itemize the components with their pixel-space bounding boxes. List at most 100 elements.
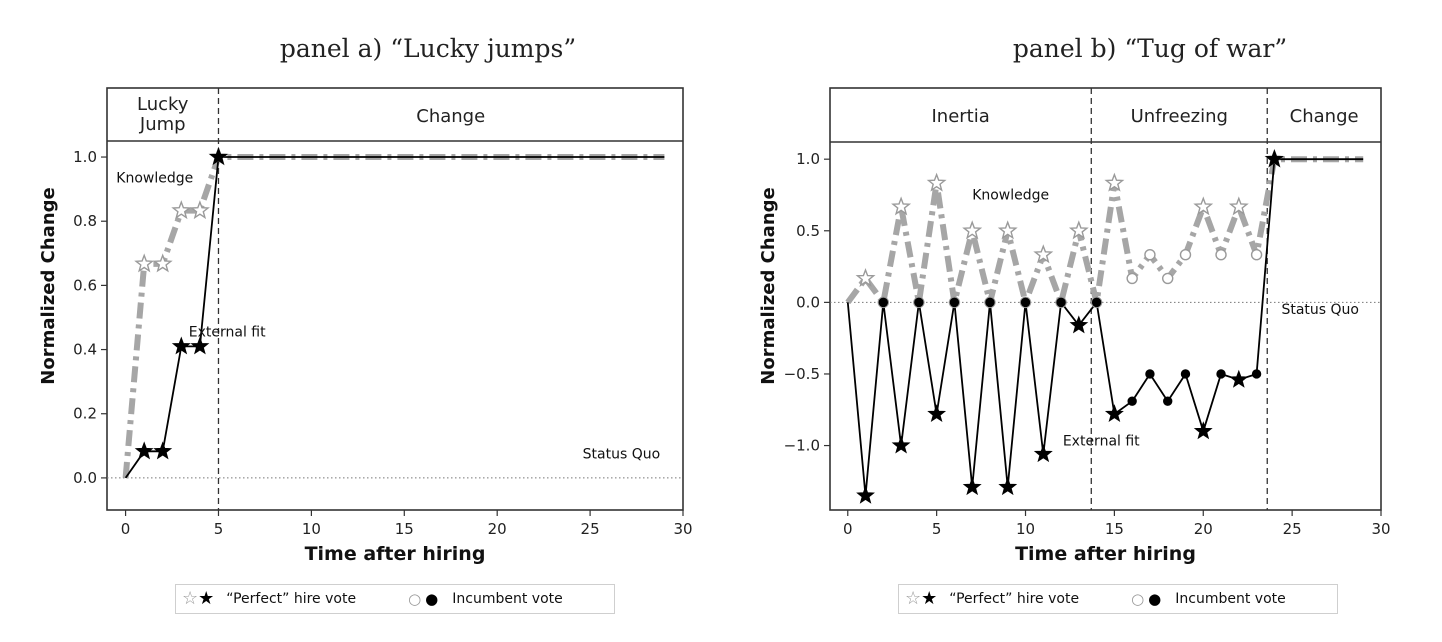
data-point-star (962, 477, 982, 496)
data-point-star (1033, 244, 1054, 264)
phase-label: Unfreezing (1131, 106, 1228, 127)
data-point-circle (878, 297, 889, 308)
annotation-label: External fit (189, 325, 266, 341)
data-point-star (1229, 369, 1249, 388)
plot-frame (106, 87, 684, 511)
plot-frame (829, 87, 1382, 511)
x-tick-label: 20 (1194, 520, 1213, 538)
series-line-external-fit (124, 156, 665, 479)
x-tick-label: 25 (581, 520, 600, 538)
data-point-star (134, 441, 154, 460)
hollow-star-icon: ☆ (905, 588, 922, 609)
data-point-circle (1162, 272, 1174, 285)
phase-label-line: Lucky (137, 94, 189, 115)
data-point-star (153, 441, 173, 460)
y-tick-label: 0.0 (796, 293, 820, 311)
filled-circle-icon: ● (1148, 590, 1162, 608)
y-tick-label: 1.0 (73, 148, 97, 166)
data-point-star (856, 485, 875, 504)
legend-incumbent: ○ ● Incumbent vote (1131, 590, 1286, 608)
phase-label-line: Unfreezing (1131, 106, 1228, 127)
legend-incumbent-label: Incumbent vote (452, 591, 563, 607)
phase-label-line: Inertia (931, 106, 989, 127)
x-tick-label: 10 (302, 520, 321, 538)
data-point-circle (1145, 369, 1155, 379)
data-point-circle (1215, 248, 1227, 261)
data-point-star (1228, 196, 1249, 216)
phase-label: Change (1290, 106, 1359, 127)
data-point-star (152, 253, 173, 273)
data-point-circle (914, 297, 924, 308)
data-point-circle (1179, 248, 1192, 261)
x-axis-label: Time after hiring (1015, 543, 1196, 565)
data-point-star (209, 147, 228, 166)
data-point-circle (1056, 297, 1066, 308)
annotation-label: Knowledge (116, 171, 193, 187)
x-axis-label: Time after hiring (305, 543, 486, 565)
y-tick-label: −0.5 (784, 365, 820, 383)
data-point-circle (1144, 248, 1156, 261)
phase-label: Inertia (931, 106, 989, 127)
x-tick-label: 15 (395, 520, 414, 538)
x-tick-label: 30 (673, 520, 692, 538)
y-tick-label: 0.2 (73, 405, 97, 423)
x-tick-label: 20 (488, 520, 507, 538)
data-point-circle (949, 297, 960, 308)
annotation-label: Status Quo (583, 447, 661, 463)
x-tick-label: 10 (1016, 520, 1035, 538)
data-point-circle (1180, 369, 1191, 379)
data-point-circle (1127, 396, 1137, 406)
hollow-circle-icon: ○ (408, 590, 422, 608)
y-axis-label: Normalized Change (758, 187, 779, 384)
legend-incumbent: ○ ● Incumbent vote (408, 590, 563, 608)
x-tick-label: 5 (932, 520, 942, 538)
y-axis-label: Normalized Change (38, 187, 59, 384)
legend-incumbent-label: Incumbent vote (1175, 591, 1286, 607)
data-point-circle (1216, 369, 1226, 379)
data-point-star (1068, 220, 1089, 240)
phase-label-line: Change (416, 106, 485, 127)
annotation-label: External fit (1063, 434, 1140, 450)
data-point-circle (1091, 297, 1102, 308)
hollow-star-icon: ☆ (182, 588, 199, 609)
y-tick-label: −1.0 (784, 437, 820, 455)
panel-a-title: panel a) “Lucky jumps” (279, 34, 577, 63)
legend-perfect-label: “Perfect” hire vote (226, 591, 357, 607)
data-point-star (1104, 404, 1124, 423)
data-point-star (997, 220, 1018, 240)
x-tick-label: 0 (121, 520, 131, 538)
annotation-label: Status Quo (1281, 302, 1359, 318)
panel-b-legend: ☆ ★ “Perfect” hire vote ○ ● Incumbent vo… (898, 584, 1338, 614)
data-point-star (891, 435, 911, 454)
data-point-circle (1251, 369, 1262, 379)
data-point-star (1069, 315, 1089, 334)
annotation-label: Knowledge (972, 187, 1049, 203)
data-point-star (891, 196, 912, 216)
data-point-star (1193, 421, 1213, 440)
x-tick-label: 30 (1371, 520, 1390, 538)
phase-label: Lucky Jump (137, 94, 189, 135)
data-point-star (171, 336, 191, 355)
y-tick-label: 0.6 (73, 276, 97, 294)
data-point-star (1193, 196, 1214, 216)
data-point-star (171, 200, 192, 220)
data-point-circle (985, 297, 995, 308)
series-line-knowledge (122, 154, 665, 479)
hollow-circle-icon: ○ (1131, 590, 1145, 608)
phase-label-line: Change (1290, 106, 1359, 127)
legend-perfect-hire: ☆ ★ “Perfect” hire vote (905, 590, 1079, 608)
x-tick-label: 5 (214, 520, 224, 538)
y-tick-label: 0.8 (73, 212, 97, 230)
phase-label-line: Jump (139, 114, 186, 135)
data-point-star (190, 336, 210, 355)
y-tick-label: 0.0 (73, 469, 97, 487)
data-point-star (1264, 149, 1284, 168)
data-point-circle (1163, 396, 1173, 406)
data-point-circle (1126, 272, 1138, 285)
y-tick-label: 0.5 (796, 222, 820, 240)
x-tick-label: 15 (1105, 520, 1124, 538)
filled-circle-icon: ● (425, 590, 439, 608)
data-point-star (962, 220, 983, 240)
x-tick-label: 0 (843, 520, 853, 538)
